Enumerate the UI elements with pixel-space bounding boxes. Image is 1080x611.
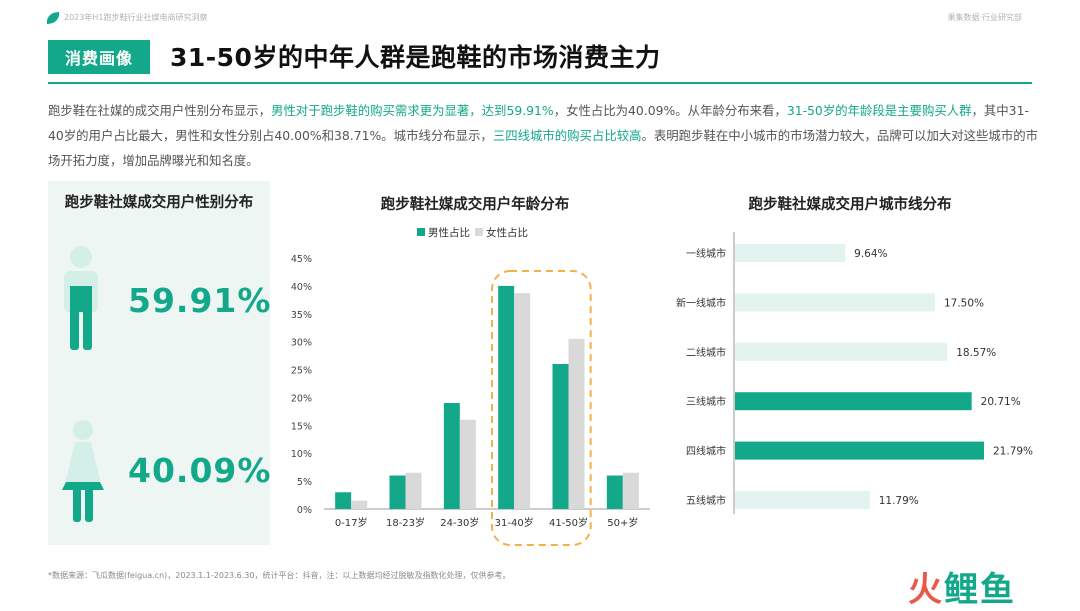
y-tick-label: 25% xyxy=(291,366,312,377)
bar-male-3 xyxy=(498,285,515,509)
intro-text-1: 跑步鞋在社媒的成交用户性别分布显示， xyxy=(48,103,272,118)
gender-panel-title: 跑步鞋社媒成交用户性别分布 xyxy=(64,195,254,211)
x-tick-label: 31-40岁 xyxy=(495,516,534,529)
legend-label-0: 男性占比 xyxy=(428,226,470,239)
x-tick-label: 0-17岁 xyxy=(335,516,368,529)
legend-swatch-1 xyxy=(475,228,483,236)
female-percentage: 40.09% xyxy=(128,451,272,490)
y-tick-label: 20% xyxy=(291,393,312,404)
section-tag: 消费画像 xyxy=(48,40,150,74)
bar-male-4 xyxy=(552,363,569,509)
city-value-3: 20.71% xyxy=(981,396,1021,408)
city-value-4: 21.79% xyxy=(993,446,1033,458)
report-title: 2023年H1跑步鞋行业社媒电商研究洞察 xyxy=(64,13,208,22)
bar-female-1 xyxy=(405,472,422,509)
city-value-2: 18.57% xyxy=(956,347,996,359)
y-tick-label: 15% xyxy=(291,421,312,432)
y-tick-label: 0% xyxy=(297,505,312,516)
city-label-4: 四线城市 xyxy=(686,445,726,458)
highlight-box xyxy=(491,270,592,546)
city-bar-3 xyxy=(735,392,972,411)
y-tick-label: 45% xyxy=(291,254,312,265)
bar-female-5 xyxy=(622,472,639,509)
intro-highlight-2: 31-50岁的年龄段是主要购买人群 xyxy=(786,103,972,118)
brand-text-2: 鲤鱼 xyxy=(944,570,1016,610)
city-bar-5 xyxy=(735,491,870,509)
city-value-0: 9.64% xyxy=(854,248,887,260)
brand-text-1: 火 xyxy=(908,570,944,610)
legend-label-1: 女性占比 xyxy=(486,226,528,239)
y-tick-label: 35% xyxy=(291,310,312,321)
y-tick-label: 10% xyxy=(291,449,312,460)
intro-paragraph: 跑步鞋在社媒的成交用户性别分布显示，男性对于跑步鞋的购买需求更为显著，达到59.… xyxy=(48,98,1038,173)
male-figure-icon xyxy=(64,246,98,350)
city-tier-chart: 一线城市 9.64% 新一线城市 17.50% 二线城市 18.57% 三线城市 20.71%… xyxy=(676,232,1033,514)
page-title: 31-50岁的中年人群是跑鞋的市场消费主力 xyxy=(170,43,661,72)
female-figure-icon xyxy=(62,420,104,522)
age-chart-title: 跑步鞋社媒成交用户年龄分布 xyxy=(380,197,570,213)
footnote: *数据来源：飞瓜数据(feigua.cn)，2023.1.1-2023.6.30… xyxy=(48,571,511,580)
bar-female-4 xyxy=(568,338,585,509)
city-label-1: 新一线城市 xyxy=(676,296,726,309)
x-tick-label: 18-23岁 xyxy=(386,516,425,529)
city-value-5: 11.79% xyxy=(879,495,919,507)
city-bar-1 xyxy=(735,293,935,312)
city-bar-0 xyxy=(735,244,846,262)
city-value-1: 17.50% xyxy=(944,297,984,309)
intro-highlight-3: 三四线城市的购买占比较高 xyxy=(492,128,642,143)
bar-male-2 xyxy=(443,403,460,509)
bar-female-2 xyxy=(459,419,476,509)
bar-male-5 xyxy=(606,475,623,509)
city-label-5: 五线城市 xyxy=(686,494,726,507)
intro-highlight-1: 男性对于跑步鞋的购买需求更为显著，达到59.91% xyxy=(271,103,554,118)
intro-text-3: ，其中31-40岁的用户占比最大，男性和女性分别占40.00%和38.71%。城… xyxy=(48,103,1029,143)
x-tick-label: 24-30岁 xyxy=(440,516,479,529)
city-label-3: 三线城市 xyxy=(686,395,726,408)
city-label-2: 二线城市 xyxy=(686,346,726,359)
city-bar-2 xyxy=(735,342,948,361)
y-tick-label: 40% xyxy=(291,282,312,293)
city-bar-4 xyxy=(735,441,984,460)
y-tick-label: 30% xyxy=(291,338,312,349)
title-divider xyxy=(48,82,1032,84)
intro-text-4: 。表明跑步鞋在中小城市的市场潜力较大，品牌可以加大对这些城市的市场开拓力度，增加… xyxy=(48,128,1038,168)
legend-swatch-0 xyxy=(417,228,425,236)
x-tick-label: 41-50岁 xyxy=(549,516,588,529)
male-percentage: 59.91% xyxy=(128,281,272,320)
leaf-logo-icon xyxy=(45,11,61,25)
x-tick-label: 50+岁 xyxy=(607,516,638,529)
bar-female-0 xyxy=(351,500,368,509)
age-distribution-chart: 男性占比 女性占比 0% 5% 10% 15% 20% 25% 30% 35% 40% 45% 0-17… xyxy=(291,226,650,546)
bar-female-3 xyxy=(514,293,531,509)
city-label-0: 一线城市 xyxy=(686,247,726,260)
bar-male-1 xyxy=(389,475,406,509)
bar-male-0 xyxy=(335,492,352,509)
city-chart-title: 跑步鞋社媒成交用户城市线分布 xyxy=(748,197,952,213)
top-bar: 2023年H1跑步鞋行业社媒电商研究洞察 果集数据·行业研究部 xyxy=(0,0,1080,28)
y-tick-label: 5% xyxy=(297,477,312,488)
department-label: 果集数据·行业研究部 xyxy=(947,13,1022,22)
brand-watermark: 火鲤鱼 xyxy=(908,562,1016,611)
intro-text-2: ，女性占比为40.09%。从年龄分布来看， xyxy=(553,103,787,118)
